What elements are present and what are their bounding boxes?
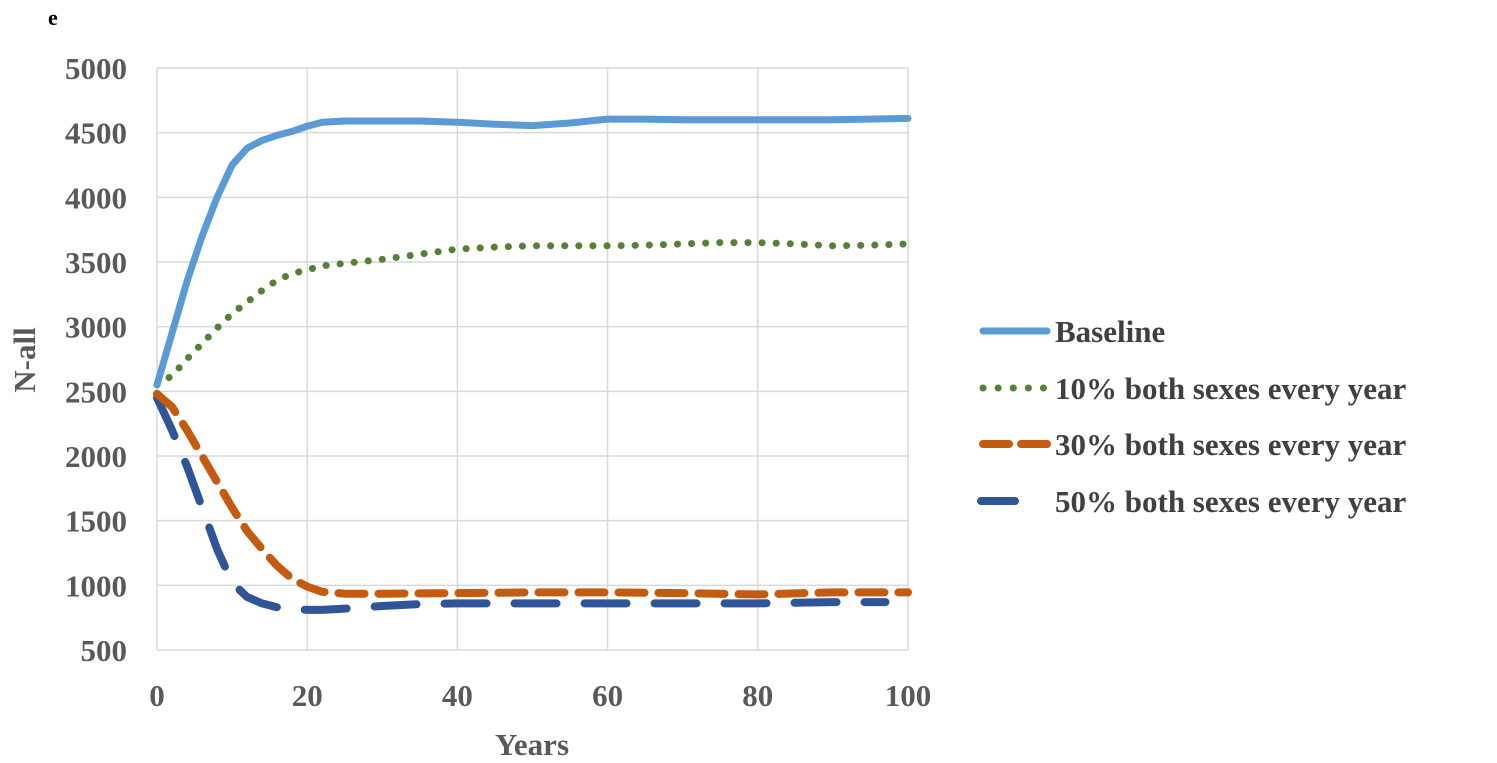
x-tick-label: 100 [885,678,932,713]
x-tick-label: 20 [292,678,323,713]
series-line-2 [153,239,912,389]
y-tick-label: 3000 [65,310,127,345]
panel-letter: e [48,5,58,30]
legend-label-4: 50% both sexes every year [1055,484,1406,519]
legend-label-2: 10% both sexes every year [1055,371,1406,406]
x-tick-label: 40 [442,678,473,713]
y-tick-label: 3500 [65,245,127,280]
series-lines [153,114,912,614]
y-tick-label: 4500 [65,116,127,151]
gridlines [156,67,909,651]
y-tick-label: 5000 [65,51,127,86]
y-axis-ticks: 500 1000 1500 2000 2500 3000 3500 4000 4500 5000 [65,51,127,668]
y-tick-label: 2000 [65,439,127,474]
legend-label-1: Baseline [1055,314,1165,349]
series-line-3 [153,389,912,599]
y-tick-label: 1500 [65,504,127,539]
x-axis-title: Years [495,727,569,762]
legend: Baseline 10% both sexes every year 30% bot… [977,314,1406,519]
legend-label-3: 30% both sexes every year [1055,427,1406,462]
y-tick-label: 1000 [65,568,127,603]
series-line-4 [153,393,890,614]
x-tick-label: 80 [742,678,773,713]
x-tick-label: 60 [592,678,623,713]
y-tick-label: 4000 [65,180,127,215]
x-tick-label: 0 [149,678,165,713]
y-tick-label: 2500 [65,374,127,409]
x-axis-ticks: 0 20 40 60 80 100 [149,678,931,713]
series-line-1 [153,114,912,389]
y-tick-label: 500 [81,633,128,668]
y-axis-title: N-all [7,327,42,393]
